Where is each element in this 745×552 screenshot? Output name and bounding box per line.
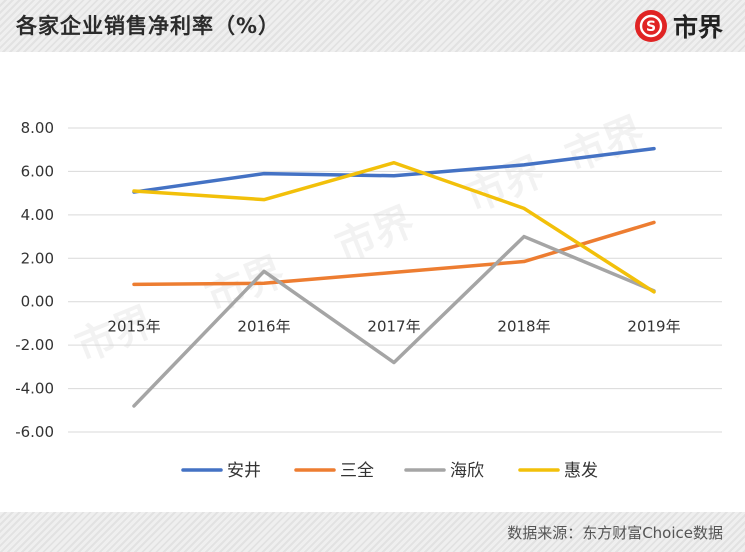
watermark-text: 市界	[559, 109, 650, 182]
y-tick-label: 8.00	[21, 119, 54, 137]
watermark-text: 市界	[459, 149, 550, 222]
y-tick-label: -2.00	[15, 336, 54, 354]
series-line-惠发	[132, 160, 656, 294]
x-tick-label: 2016年	[237, 318, 290, 336]
logo-text: 市界	[672, 13, 723, 42]
series-line-三全	[132, 220, 656, 287]
x-tick-label: 2015年	[107, 318, 160, 336]
y-axis-tick-labels: 8.00 6.00 4.00 2.00 0.00 -2.00 -4.00 -6.00	[15, 119, 54, 441]
legend-label: 安井	[227, 461, 261, 481]
logo-s-icon: S	[639, 14, 663, 38]
legend: 安井 三全 海欣 惠发	[181, 461, 598, 481]
y-tick-label: -4.00	[15, 380, 54, 398]
logo-glyph: S	[646, 19, 656, 35]
x-axis-tick-labels: 2015年 2016年 2017年 2018年 2019年	[107, 318, 680, 336]
y-tick-label: 0.00	[21, 293, 54, 311]
header-bar: 各家企业销售净利率（%） S 市界	[0, 0, 745, 52]
legend-label: 三全	[340, 461, 374, 481]
x-tick-label: 2019年	[627, 318, 680, 336]
y-tick-label: -6.00	[15, 423, 54, 441]
legend-label: 海欣	[450, 461, 484, 481]
page-title: 各家企业销售净利率（%）	[16, 14, 281, 38]
footer-bar: 数据来源：东方财富Choice数据	[0, 512, 745, 552]
brand-logo: S 市界	[634, 8, 723, 44]
series-line-海欣	[132, 234, 656, 408]
x-tick-label: 2017年	[367, 318, 420, 336]
legend-label: 惠发	[564, 461, 598, 481]
x-tick-label: 2018年	[497, 318, 550, 336]
series-line-安井	[132, 146, 656, 194]
gridlines	[68, 127, 722, 433]
watermark-text: 市界	[329, 199, 420, 272]
series-lines	[132, 146, 656, 408]
chart-area: 市界 市界 市界 市界 市界 8.00 6.00 4.00 2.00 0.00 -2.00 -4.0…	[0, 52, 745, 512]
y-tick-label: 4.00	[21, 206, 54, 224]
logo-badge-icon: S	[634, 10, 667, 42]
y-tick-label: 6.00	[21, 162, 54, 180]
y-tick-label: 2.00	[21, 249, 54, 267]
data-source-note: 数据来源：东方财富Choice数据	[507, 524, 723, 542]
